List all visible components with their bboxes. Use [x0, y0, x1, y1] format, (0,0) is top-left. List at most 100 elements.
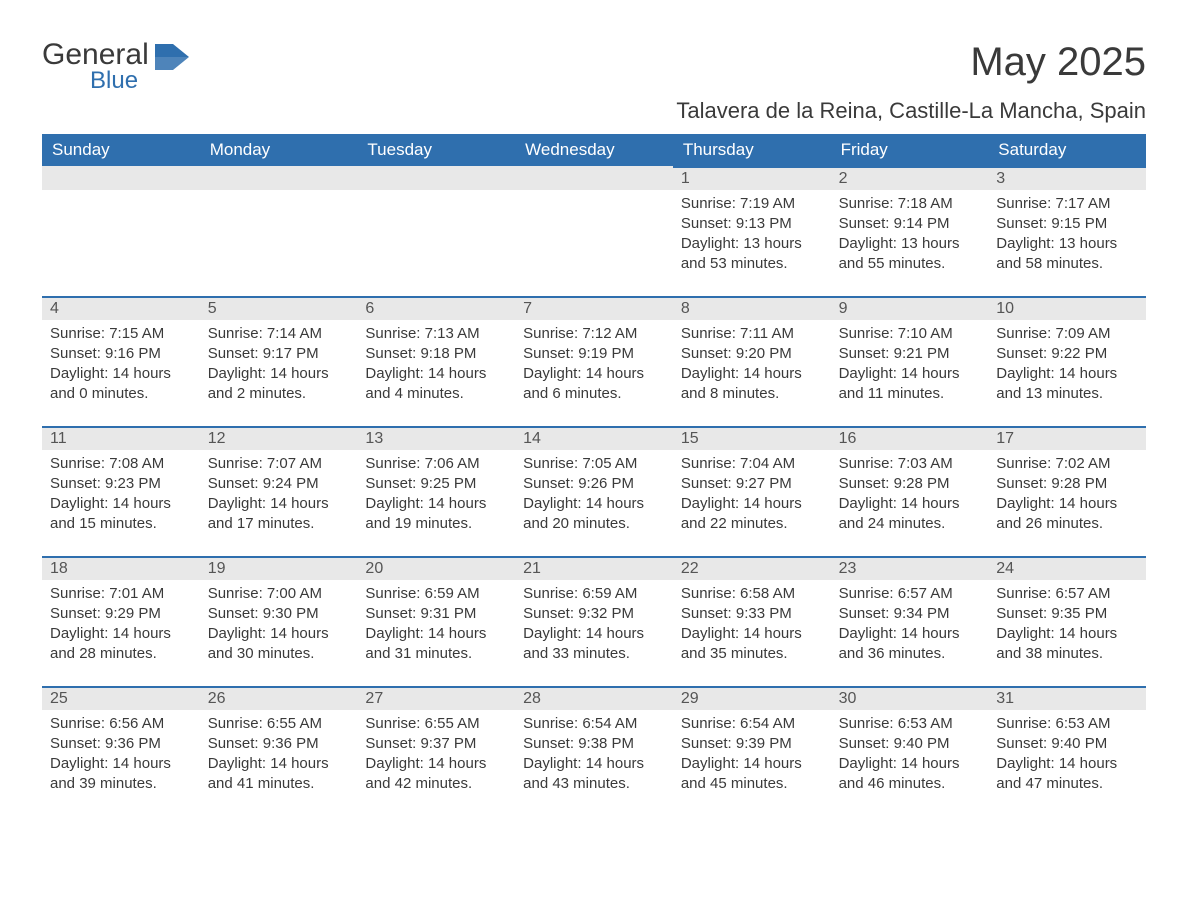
day-header: Tuesday: [357, 134, 515, 166]
day-info: Sunrise: 7:09 AMSunset: 9:22 PMDaylight:…: [988, 320, 1146, 405]
sunrise-label: Sunrise:: [996, 195, 1051, 212]
sunset-label: Sunset:: [996, 475, 1047, 492]
day-number: 31: [988, 686, 1146, 710]
daylight-label: Daylight:: [523, 495, 581, 512]
daylight-line: Daylight: 14 hours and 43 minutes.: [523, 754, 665, 795]
calendar-cell: 5Sunrise: 7:14 AMSunset: 9:17 PMDaylight…: [200, 296, 358, 426]
day-number: 13: [357, 426, 515, 450]
sunrise-line: Sunrise: 7:00 AM: [208, 584, 350, 604]
logo-flag-icon: [155, 44, 189, 70]
sunset-label: Sunset:: [208, 475, 259, 492]
sunset-value: 9:24 PM: [263, 475, 319, 492]
sunrise-label: Sunrise:: [50, 325, 105, 342]
sunset-line: Sunset: 9:30 PM: [208, 604, 350, 624]
daylight-label: Daylight:: [839, 625, 897, 642]
sunrise-value: 7:15 AM: [109, 325, 164, 342]
sunset-line: Sunset: 9:38 PM: [523, 734, 665, 754]
calendar-cell: 4Sunrise: 7:15 AMSunset: 9:16 PMDaylight…: [42, 296, 200, 426]
day-number: 29: [673, 686, 831, 710]
sunrise-label: Sunrise:: [839, 585, 894, 602]
sunset-value: 9:16 PM: [105, 345, 161, 362]
sunrise-label: Sunrise:: [523, 585, 578, 602]
daylight-label: Daylight:: [523, 365, 581, 382]
day-info: Sunrise: 6:57 AMSunset: 9:34 PMDaylight:…: [831, 580, 989, 665]
sunrise-value: 7:10 AM: [898, 325, 953, 342]
sunrise-value: 7:14 AM: [267, 325, 322, 342]
sunset-line: Sunset: 9:22 PM: [996, 344, 1138, 364]
day-number: 27: [357, 686, 515, 710]
sunrise-label: Sunrise:: [365, 585, 420, 602]
sunrise-line: Sunrise: 7:07 AM: [208, 454, 350, 474]
calendar-cell: 10Sunrise: 7:09 AMSunset: 9:22 PMDayligh…: [988, 296, 1146, 426]
day-header: Thursday: [673, 134, 831, 166]
sunrise-line: Sunrise: 6:54 AM: [523, 714, 665, 734]
daylight-line: Daylight: 14 hours and 38 minutes.: [996, 624, 1138, 665]
day-number: 24: [988, 556, 1146, 580]
sunrise-line: Sunrise: 6:59 AM: [523, 584, 665, 604]
day-number: 26: [200, 686, 358, 710]
sunset-label: Sunset:: [681, 605, 732, 622]
calendar-cell: 19Sunrise: 7:00 AMSunset: 9:30 PMDayligh…: [200, 556, 358, 686]
sunset-value: 9:39 PM: [736, 735, 792, 752]
daylight-label: Daylight:: [681, 235, 739, 252]
calendar-grid: SundayMondayTuesdayWednesdayThursdayFrid…: [42, 134, 1146, 816]
sunset-line: Sunset: 9:33 PM: [681, 604, 823, 624]
day-info: Sunrise: 6:54 AMSunset: 9:38 PMDaylight:…: [515, 710, 673, 795]
sunset-label: Sunset:: [50, 475, 101, 492]
day-info: Sunrise: 6:58 AMSunset: 9:33 PMDaylight:…: [673, 580, 831, 665]
daylight-line: Daylight: 14 hours and 39 minutes.: [50, 754, 192, 795]
day-number: 10: [988, 296, 1146, 320]
sunset-label: Sunset:: [208, 605, 259, 622]
daylight-label: Daylight:: [839, 495, 897, 512]
sunset-value: 9:40 PM: [1051, 735, 1107, 752]
day-number: 23: [831, 556, 989, 580]
day-info: Sunrise: 6:53 AMSunset: 9:40 PMDaylight:…: [988, 710, 1146, 795]
sunset-line: Sunset: 9:31 PM: [365, 604, 507, 624]
day-info: Sunrise: 6:56 AMSunset: 9:36 PMDaylight:…: [42, 710, 200, 795]
sunrise-line: Sunrise: 6:57 AM: [839, 584, 981, 604]
sunrise-value: 7:01 AM: [109, 585, 164, 602]
sunset-label: Sunset:: [50, 735, 101, 752]
sunset-value: 9:17 PM: [263, 345, 319, 362]
sunrise-value: 7:06 AM: [425, 455, 480, 472]
calendar-cell: 18Sunrise: 7:01 AMSunset: 9:29 PMDayligh…: [42, 556, 200, 686]
sunset-line: Sunset: 9:40 PM: [839, 734, 981, 754]
sunrise-label: Sunrise:: [50, 715, 105, 732]
day-number: 5: [200, 296, 358, 320]
day-number: 19: [200, 556, 358, 580]
sunrise-line: Sunrise: 6:55 AM: [365, 714, 507, 734]
daylight-line: Daylight: 14 hours and 19 minutes.: [365, 494, 507, 535]
daylight-line: Daylight: 14 hours and 11 minutes.: [839, 364, 981, 405]
day-number: [200, 166, 358, 190]
sunset-label: Sunset:: [523, 475, 574, 492]
day-info: Sunrise: 7:07 AMSunset: 9:24 PMDaylight:…: [200, 450, 358, 535]
daylight-line: Daylight: 14 hours and 22 minutes.: [681, 494, 823, 535]
sunset-label: Sunset:: [523, 605, 574, 622]
day-number: 20: [357, 556, 515, 580]
calendar-cell: 6Sunrise: 7:13 AMSunset: 9:18 PMDaylight…: [357, 296, 515, 426]
sunset-line: Sunset: 9:20 PM: [681, 344, 823, 364]
sunset-label: Sunset:: [839, 735, 890, 752]
sunset-line: Sunset: 9:36 PM: [208, 734, 350, 754]
daylight-label: Daylight:: [365, 365, 423, 382]
sunset-line: Sunset: 9:25 PM: [365, 474, 507, 494]
sunset-line: Sunset: 9:35 PM: [996, 604, 1138, 624]
sunrise-label: Sunrise:: [839, 715, 894, 732]
daylight-line: Daylight: 14 hours and 26 minutes.: [996, 494, 1138, 535]
sunset-value: 9:15 PM: [1051, 215, 1107, 232]
calendar-cell: 28Sunrise: 6:54 AMSunset: 9:38 PMDayligh…: [515, 686, 673, 816]
sunrise-label: Sunrise:: [365, 325, 420, 342]
day-number: 9: [831, 296, 989, 320]
sunset-line: Sunset: 9:16 PM: [50, 344, 192, 364]
daylight-line: Daylight: 13 hours and 58 minutes.: [996, 234, 1138, 275]
calendar-cell: 23Sunrise: 6:57 AMSunset: 9:34 PMDayligh…: [831, 556, 989, 686]
calendar-cell: 26Sunrise: 6:55 AMSunset: 9:36 PMDayligh…: [200, 686, 358, 816]
daylight-line: Daylight: 14 hours and 42 minutes.: [365, 754, 507, 795]
sunset-value: 9:31 PM: [420, 605, 476, 622]
sunset-value: 9:13 PM: [736, 215, 792, 232]
day-number: 15: [673, 426, 831, 450]
day-info: Sunrise: 6:57 AMSunset: 9:35 PMDaylight:…: [988, 580, 1146, 665]
sunset-line: Sunset: 9:32 PM: [523, 604, 665, 624]
day-number: 11: [42, 426, 200, 450]
daylight-line: Daylight: 14 hours and 4 minutes.: [365, 364, 507, 405]
